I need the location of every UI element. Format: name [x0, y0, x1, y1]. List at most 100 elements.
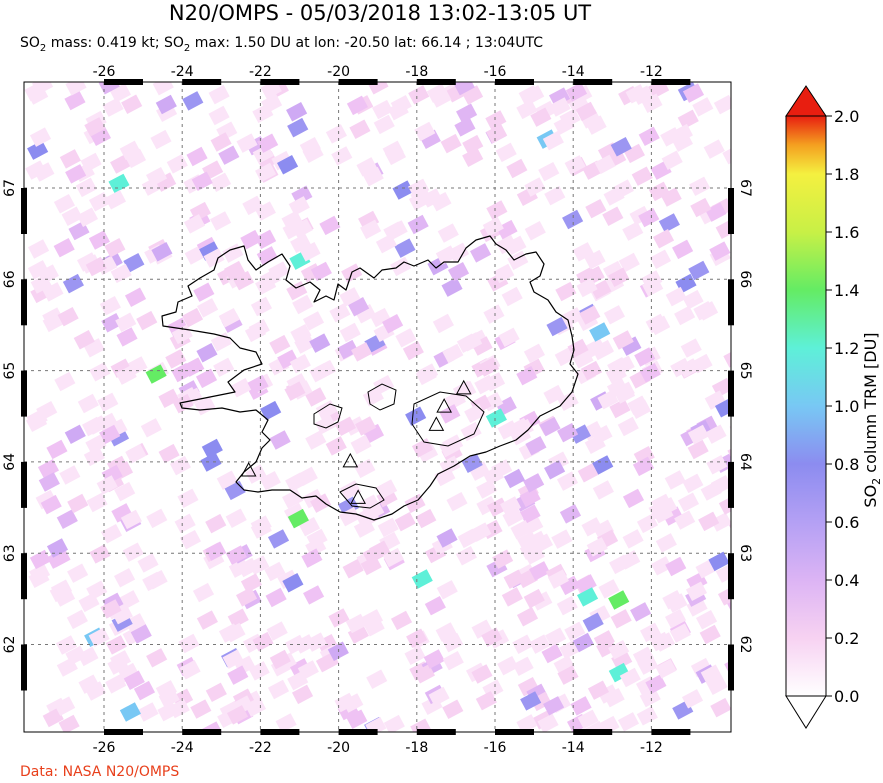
so2-pixel: [686, 597, 708, 617]
so2-pixel: [555, 281, 577, 302]
so2-pixel: [576, 277, 598, 298]
so2-pixel: [498, 327, 520, 348]
so2-pixel: [108, 173, 130, 194]
lat-tick-left: 66: [2, 270, 18, 288]
so2-pixel: [559, 108, 581, 128]
so2-pixel: [301, 548, 323, 568]
so2-pixel: [419, 129, 441, 150]
mass-subscript: 2: [39, 42, 47, 54]
so2-pixel: [236, 133, 258, 153]
so2-pixel: [183, 214, 206, 234]
lon-tick-bottom: -14: [562, 740, 585, 756]
so2-pixel: [695, 610, 718, 630]
so2-pixel: [136, 310, 158, 331]
so2-pixel: [456, 103, 478, 123]
so2-pixel: [640, 622, 662, 643]
so2-pixel: [665, 608, 687, 629]
so2-pixel: [724, 591, 731, 612]
so2-pixel: [605, 364, 627, 384]
so2-pixel: [468, 461, 491, 481]
so2-pixel: [503, 569, 525, 589]
so2-pixel: [662, 506, 684, 526]
so2-pixel: [287, 508, 309, 529]
so2-pixel: [28, 568, 50, 589]
so2-pixel: [325, 124, 347, 144]
so2-pixel: [408, 191, 430, 211]
so2-pixel: [305, 430, 327, 450]
so2-pixel: [417, 443, 439, 463]
so2-pixel: [171, 362, 193, 383]
border-bar: [182, 79, 222, 85]
so2-pixel: [623, 143, 645, 164]
so2-pixel: [664, 470, 686, 490]
so2-pixel: [376, 479, 398, 499]
so2-pixel: [386, 220, 408, 240]
so2-pixel: [677, 109, 699, 130]
so2-pixel: [256, 246, 278, 266]
triangle-icon: [455, 379, 472, 395]
so2-pixel: [284, 381, 306, 401]
so2-pixel: [699, 624, 721, 645]
triangle-icon: [428, 416, 445, 431]
so2-pixel: [193, 282, 215, 302]
so2-pixel: [346, 95, 369, 116]
so2-pixel: [46, 549, 69, 569]
lat-tick-left: 62: [2, 636, 18, 654]
so2-pixel: [167, 317, 189, 337]
so2-pixel: [150, 129, 172, 150]
so2-pixel: [437, 223, 459, 243]
so2-pixel: [531, 533, 554, 553]
so2-pixel: [394, 511, 416, 532]
so2-pixel: [529, 634, 551, 654]
so2-pixel: [501, 587, 523, 607]
border-bar: [728, 461, 734, 508]
so2-pixel: [65, 164, 87, 184]
so2-pixel: [671, 132, 694, 152]
so2-pixel: [116, 327, 138, 347]
so2-pixel: [492, 549, 514, 569]
so2-pixel: [179, 660, 201, 680]
so2-pixel: [281, 210, 303, 230]
so2-pixel: [218, 308, 240, 328]
so2-pixel: [275, 713, 297, 732]
so2-pixel: [651, 493, 673, 514]
so2-pixel: [632, 85, 654, 106]
so2-pixel: [496, 234, 518, 255]
so2-pixel: [56, 657, 78, 677]
so2-pixel: [66, 609, 88, 630]
so2-pixel: [347, 624, 369, 644]
lat-tick-right: 63: [737, 544, 753, 562]
so2-pixel: [145, 364, 167, 384]
so2-pixel: [462, 85, 484, 105]
iceland-coastline: [161, 235, 579, 521]
so2-pixel: [88, 230, 110, 250]
so2-pixel: [337, 339, 359, 360]
so2-pixel: [665, 286, 687, 307]
so2-pixel: [652, 229, 675, 249]
so2-pixel: [516, 607, 539, 627]
so2-pixel: [543, 384, 565, 405]
glacier-outlines: [313, 383, 485, 509]
border-bar: [21, 279, 27, 326]
so2-pixel: [435, 622, 457, 642]
so2-pixel: [67, 563, 89, 583]
so2-pixel: [619, 550, 641, 570]
so2-pixel: [622, 221, 644, 241]
so2-pixel: [208, 84, 230, 105]
so2-pixel: [362, 387, 384, 407]
so2-pixel: [441, 277, 463, 297]
so2-pixel: [96, 475, 118, 495]
so2-pixel: [142, 571, 164, 592]
so2-pixel: [369, 307, 391, 328]
colorbar-tick-label: 1.4: [834, 281, 859, 300]
so2-pixel: [165, 349, 187, 369]
so2-pixel: [723, 348, 731, 368]
so2-pixel: [372, 99, 394, 120]
so2-pixel: [689, 176, 711, 197]
so2-pixel: [210, 132, 232, 152]
so2-pixel: [240, 573, 263, 593]
so2-pixel: [298, 516, 321, 537]
border-bar: [573, 79, 613, 85]
so2-pixel: [545, 627, 567, 647]
so2-pixel: [729, 418, 731, 439]
